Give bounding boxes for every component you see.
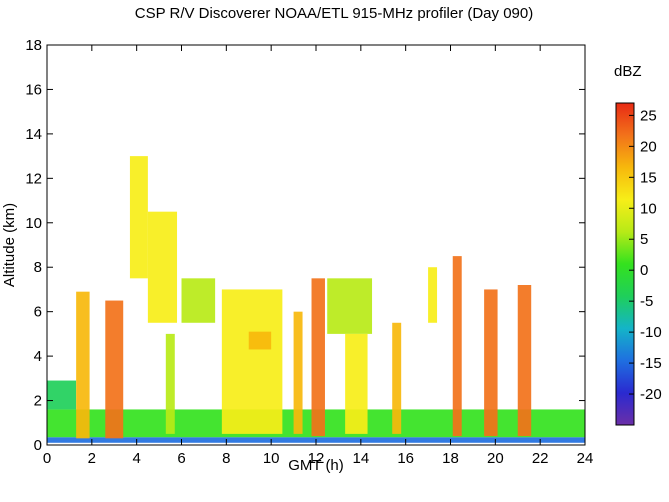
y-tick-label: 0 <box>34 437 42 454</box>
x-tick-label: 4 <box>132 450 140 467</box>
x-tick-label: 0 <box>43 450 51 467</box>
y-tick-label: 8 <box>34 259 42 276</box>
colorbar-tick-label: 5 <box>640 231 648 248</box>
x-tick-label: 10 <box>263 450 280 467</box>
x-tick-label: 14 <box>352 450 369 467</box>
echo-cell-15 <box>392 322 402 434</box>
plot-area <box>46 44 586 446</box>
echo-cell-3 <box>76 291 90 439</box>
y-tick-label: 14 <box>25 126 42 143</box>
colorbar-tick-label: -5 <box>640 293 653 310</box>
colorbar-tick-label: 10 <box>640 200 657 217</box>
colorbar-tick-label: 20 <box>640 138 657 155</box>
y-tick-label: 12 <box>25 170 42 187</box>
echo-cell-4 <box>105 300 124 439</box>
colorbar-tick-label: 15 <box>640 169 657 186</box>
y-tick-label: 16 <box>25 81 42 98</box>
x-tick-label: 22 <box>532 450 549 467</box>
echo-cell-8 <box>181 278 216 323</box>
colorbar-gradient <box>615 102 635 426</box>
x-tick-label: 8 <box>222 450 230 467</box>
colorbar-label: dBZ <box>614 63 642 80</box>
colorbar-tick-label: 0 <box>640 262 648 279</box>
x-tick-label: 16 <box>397 450 414 467</box>
echo-cell-12 <box>311 278 325 437</box>
y-axis: 0 2 4 6 8 10 12 14 16 18 <box>25 37 585 454</box>
y-tick-label: 18 <box>25 37 42 54</box>
y-tick-label: 4 <box>34 348 42 365</box>
echo-cell-5 <box>129 156 148 279</box>
echo-cell-16 <box>428 267 438 323</box>
x-tick-label: 20 <box>487 450 504 467</box>
y-tick-label: 10 <box>25 215 42 232</box>
echo-cell-19 <box>517 285 532 437</box>
echo-cell-14 <box>345 333 368 434</box>
echo-cell-18 <box>484 289 498 437</box>
echo-cell-10 <box>248 331 272 350</box>
echo-cell-9 <box>221 289 283 434</box>
colorbar-tick-label: -10 <box>640 324 662 341</box>
echo-cell-6 <box>147 211 178 323</box>
echo-cell-17 <box>452 256 462 437</box>
x-axis-label: GMT (h) <box>288 457 344 474</box>
x-tick-label: 12 <box>308 450 325 467</box>
x-tick-label: 6 <box>177 450 185 467</box>
chart-title: CSP R/V Discoverer NOAA/ETL 915-MHz prof… <box>135 5 533 22</box>
y-axis-label: Altitude (km) <box>1 203 18 287</box>
colorbar: -20 -15 -10 -5 0 5 10 15 20 25 <box>615 102 662 426</box>
colorbar-tick-label: -15 <box>640 355 662 372</box>
y-tick-label: 2 <box>34 393 42 410</box>
echo-cell-13 <box>327 278 373 334</box>
echo-cell-7 <box>165 333 175 434</box>
echo-cell-11 <box>293 311 303 434</box>
echo-cell-2 <box>47 380 77 410</box>
x-tick-label: 2 <box>88 450 96 467</box>
x-axis: 0 2 4 6 8 10 12 14 16 18 20 22 24 <box>43 45 594 467</box>
x-tick-label: 18 <box>442 450 459 467</box>
x-tick-label: 24 <box>577 450 594 467</box>
colorbar-tick-label: -20 <box>640 386 662 403</box>
y-tick-label: 6 <box>34 304 42 321</box>
colorbar-tick-label: 25 <box>640 107 657 124</box>
reflectivity-field <box>47 156 585 443</box>
